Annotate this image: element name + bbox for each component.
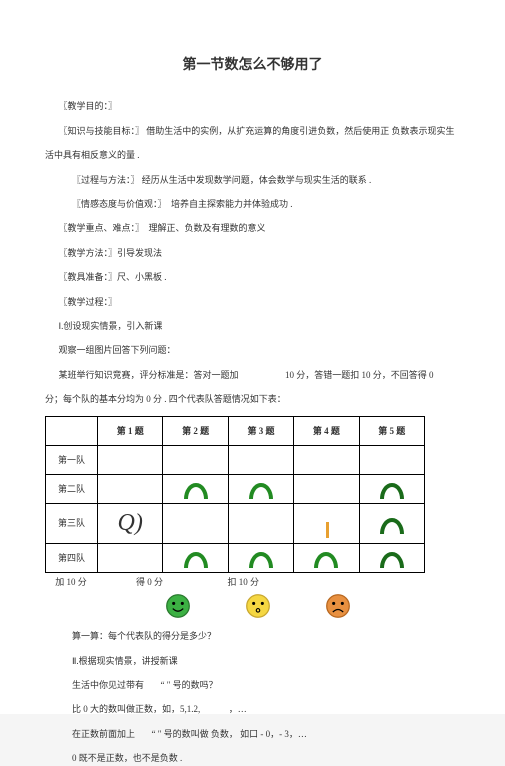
score-get0: 得 0 分 xyxy=(97,575,163,589)
row-label-4: 第四队 xyxy=(46,543,98,572)
q-letter: Q) xyxy=(118,510,143,536)
para-affect: 〖情感态度与价值观：〗 培养自主探索能力并体验成功 . xyxy=(45,197,460,211)
row-label-3: 第三队 xyxy=(46,504,98,543)
para-quiz2: 分；每个队的基本分均为 0 分 . 四个代表队答题情况如下表： xyxy=(45,392,460,406)
th-blank xyxy=(46,417,98,446)
quiz-text-b: 10 分，答错一题扣 10 分，不回答得 0 xyxy=(285,370,434,380)
table-row: 第四队 xyxy=(46,543,425,572)
table-header-row: 第 1 题 第 2 题 第 3 题 第 4 题 第 5 题 xyxy=(46,417,425,446)
arc-icon xyxy=(247,548,275,568)
arc-icon xyxy=(247,479,275,499)
para-tools: 〖教具准备：〗尺、小黑板 . xyxy=(45,270,460,284)
table-row: 第一队 xyxy=(46,446,425,475)
para-quiz: 某班举行知识竞赛，评分标准是：答对一题加 10 分，答错一题扣 10 分，不回答… xyxy=(45,368,460,382)
score-table: 第 1 题 第 2 题 第 3 题 第 4 题 第 5 题 第一队 第二队 第三… xyxy=(45,416,425,572)
para-observe: 观察一组图片回答下列问题： xyxy=(45,343,460,357)
para-life: 生活中你见过带有 “ " 号的数吗？ xyxy=(45,678,460,692)
arc-icon xyxy=(312,548,340,568)
sad-face-icon xyxy=(325,593,351,619)
th-q1: 第 1 题 xyxy=(98,417,163,446)
para-objective-head: 〖教学目的：〗 xyxy=(45,99,460,113)
document-page: 第一节数怎么不够用了 〖教学目的：〗 〖知识与技能目标：〗 借助生活中的实例，从… xyxy=(0,0,505,714)
score-label-row: 加 10 分 得 0 分 扣 10 分 xyxy=(45,575,460,589)
arc-icon xyxy=(378,479,406,499)
happy-face-icon xyxy=(165,593,191,619)
para-method: 〖教学方法：〗引导发现法 xyxy=(45,246,460,260)
para-zero: 0 既不是正数，也不是负数 . xyxy=(45,751,460,765)
arc-icon xyxy=(378,514,406,534)
th-q2: 第 2 题 xyxy=(163,417,228,446)
arc-icon xyxy=(182,548,210,568)
score-sub10: 扣 10 分 xyxy=(163,575,259,589)
para-step2: Ⅱ.根据现实情景，讲授新课 xyxy=(45,654,460,668)
para-knowledge: 〖知识与技能目标：〗 借助生活中的实例，从扩充运算的角度引进负数，然后使用正 负… xyxy=(45,124,460,138)
page-title: 第一节数怎么不够用了 xyxy=(45,55,460,77)
table-row: 第二队 xyxy=(46,475,425,504)
th-q3: 第 3 题 xyxy=(228,417,293,446)
neutral-face-icon xyxy=(245,593,271,619)
table-row: 第三队 Q) xyxy=(46,504,425,543)
para-calc: 算一算：每个代表队的得分是多少？ xyxy=(45,629,460,643)
para-positive: 比 0 大的数叫做正数，如，5,1.2, ，… xyxy=(45,702,460,716)
score-add10: 加 10 分 xyxy=(45,575,97,589)
para-process-head: 〖教学过程：〗 xyxy=(45,295,460,309)
th-q5: 第 5 题 xyxy=(359,417,424,446)
arc-icon xyxy=(378,548,406,568)
para-negative: 在正数前面加上 “ " 号的数叫做 负数， 如口 - 0，- 3，… xyxy=(45,727,460,741)
quiz-text-a: 某班举行知识竞赛，评分标准是：答对一题加 xyxy=(59,370,239,380)
para-step1: Ⅰ.创设现实情景，引入新课 xyxy=(45,319,460,333)
row-label-2: 第二队 xyxy=(46,475,98,504)
para-knowledge-cont: 活中具有相反意义的量 . xyxy=(45,148,460,162)
para-process: 〖过程与方法：〗 经历从生活中发现数学问题，体会数学与现实生活的联系 . xyxy=(45,173,460,187)
arc-icon xyxy=(182,479,210,499)
row-label-1: 第一队 xyxy=(46,446,98,475)
th-q4: 第 4 题 xyxy=(294,417,359,446)
para-keypoint: 〖教学重点、难点：〗 理解正、负数及有理数的意义 xyxy=(45,221,460,235)
faces-row xyxy=(165,593,460,619)
